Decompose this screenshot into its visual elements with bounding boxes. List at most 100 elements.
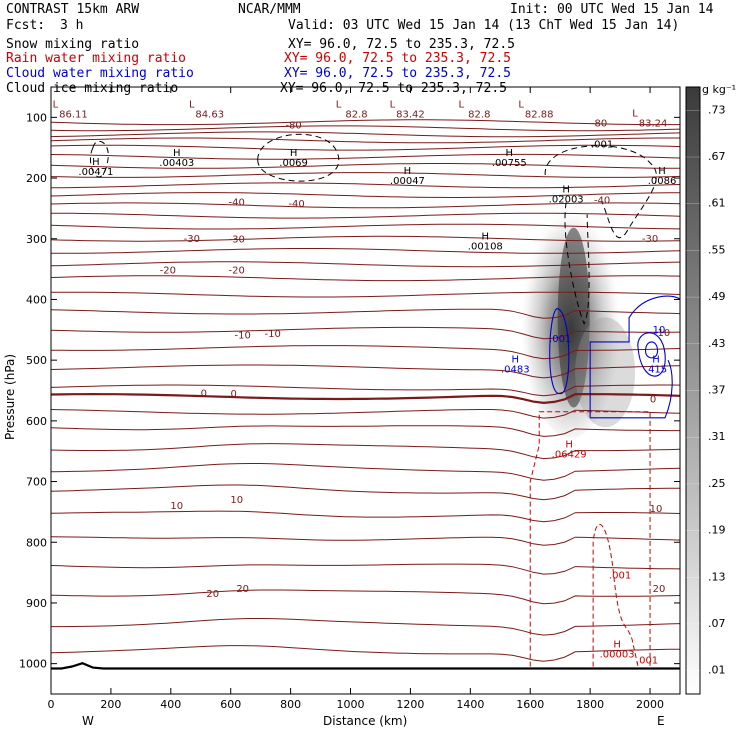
isotherm-line — [51, 119, 680, 126]
rain-max-label-marker: H — [565, 439, 573, 450]
temperature-low-label-marker: L — [632, 108, 638, 119]
cloud-water-max-label: .415 — [645, 364, 667, 375]
cloud-water-contour-label: .001 — [549, 334, 571, 345]
x-axis-label: Distance (km) — [323, 714, 407, 728]
rain-max-label: .00003 — [600, 650, 635, 661]
colorbar-level-label: .61 — [708, 197, 726, 210]
isotherm-line — [51, 536, 680, 546]
cloud-water-contour — [637, 332, 666, 377]
org-title: NCAR/MMM — [238, 2, 301, 17]
temperature-low-label-marker: L — [53, 99, 59, 110]
x-tick-label: 1600 — [516, 698, 544, 711]
isotherm-line — [51, 202, 680, 209]
isotherm-label: 10 — [230, 495, 243, 506]
colorbar-level-label: .25 — [708, 477, 726, 490]
field-cloudwater-xy: XY= 96.0, 72.5 to 235.3, 72.5 — [284, 66, 511, 81]
temperature-low-label: 83.24 — [639, 118, 668, 129]
isotherm-line — [51, 510, 680, 523]
x-tick-label: 400 — [160, 698, 181, 711]
colorbar-level-label: .43 — [708, 337, 726, 350]
ice-max-label-marker: H — [290, 148, 298, 159]
x-tick-label: 0 — [48, 698, 55, 711]
fcst-value: 3 h — [60, 18, 83, 33]
isotherm-line — [51, 645, 680, 662]
y-axis-label: Pressure (hPa) — [3, 354, 17, 440]
isotherm-line — [51, 144, 680, 151]
isotherm-label: -10 — [235, 330, 251, 341]
ice-max-label-marker: H — [482, 232, 490, 243]
colorbar: g kg⁻¹ .01 .07 .13 .19 .25 .31 .37 .43 .49 .55 .61… — [685, 83, 736, 695]
ice-max-label: .00108 — [468, 242, 503, 253]
isotherm-line — [51, 125, 680, 132]
field-ice-xy: XY= 96.0, 72.5 to 235.3, 72.5 — [280, 81, 507, 96]
x-tick-label: 2000 — [636, 698, 664, 711]
ice-max-label: .0086 — [648, 176, 677, 187]
isotherm-line — [51, 275, 680, 282]
isotherm-line — [51, 192, 680, 198]
ice-max-label-marker: H — [658, 166, 666, 177]
x-tick-label: 200 — [100, 698, 121, 711]
snow-plume-core — [557, 227, 590, 408]
temperature-isotherms — [51, 119, 680, 670]
y-tick-label: 1000 — [19, 658, 47, 671]
isotherm-label: -30 — [184, 234, 200, 245]
cloud-water-contour-label: 10 — [653, 325, 666, 336]
temperature-low-label: 82.8 — [468, 109, 490, 120]
cloud-water-max-label-marker: H — [652, 354, 660, 365]
x-tick-label: 1400 — [456, 698, 484, 711]
rain-contour-label: .001 — [609, 571, 631, 582]
isotherm-line — [51, 425, 680, 437]
isotherm-label: -10 — [654, 328, 670, 339]
y-tick-label: 800 — [26, 536, 47, 549]
ice-max-label: .00471 — [78, 167, 113, 178]
colorbar-level-label: .31 — [708, 430, 726, 443]
isotherm-label: 0 — [650, 395, 656, 406]
y-tick-label: 900 — [26, 597, 47, 610]
temperature-low-label: 86.11 — [59, 109, 88, 120]
isotherm-line — [51, 131, 680, 138]
init-time: Init: 00 UTC Wed 15 Jan 14 — [510, 2, 714, 17]
colorbar-level-label: .19 — [708, 524, 726, 537]
terrain-line — [51, 662, 680, 670]
cloud-water-contour — [645, 341, 659, 359]
colorbar-level-label: .55 — [708, 243, 726, 256]
temperature-low-label: 82.88 — [525, 109, 554, 120]
ice-max-label-marker: H — [92, 157, 100, 168]
y-tick-label: 700 — [26, 476, 47, 489]
cloud-water-contour — [589, 295, 680, 418]
colorbar-level-label: .13 — [708, 570, 726, 583]
ice-contour-label: .001 — [591, 140, 613, 151]
isotherm-label: 10 — [170, 501, 183, 512]
axes: 0 200 400 600 800 1000 1200 1400 1600 1800 2000100… — [19, 87, 680, 711]
east-label: E — [657, 714, 665, 728]
valid-time: Valid: 03 UTC Wed 15 Jan 14 (13 ChT Wed … — [288, 18, 679, 33]
ice-max-label: .0069 — [279, 158, 308, 169]
isotherm-line — [51, 153, 680, 160]
rain-contour — [529, 411, 651, 667]
temperature-low-label-marker: L — [189, 99, 195, 110]
field-snow-xy: XY= 96.0, 72.5 to 235.3, 72.5 — [288, 37, 515, 52]
contour-labels: -80 -80 -40 -40 -40 -30 -30 -30 -20 -20 -10 -10 -10 0… — [53, 99, 677, 666]
isotherm-line — [51, 443, 680, 460]
rain-water-contours — [529, 411, 651, 667]
x-tick-label: 1800 — [576, 698, 604, 711]
temperature-low-label: 84.63 — [195, 109, 224, 120]
isotherm-line — [51, 484, 680, 501]
isotherm-label: -80 — [591, 118, 607, 129]
y-tick-label: 300 — [26, 233, 47, 246]
x-tick-label: 1200 — [396, 698, 424, 711]
colorbar-level-label: .37 — [708, 384, 726, 397]
isotherm-label: -20 — [229, 265, 245, 276]
isotherm-label: 0 — [201, 389, 207, 400]
temperature-low-label-marker: L — [518, 99, 524, 110]
isotherm-line — [51, 163, 680, 169]
isotherm-label: -30 — [229, 234, 245, 245]
isotherm-line — [51, 212, 680, 219]
y-tick-label: 100 — [26, 111, 47, 124]
field-rain-xy: XY= 96.0, 72.5 to 235.3, 72.5 — [284, 51, 511, 66]
rain-max-label: .06429 — [552, 449, 587, 460]
colorbar-level-label: .01 — [708, 664, 726, 677]
temperature-low-label-marker: L — [459, 99, 465, 110]
isotherm-line — [51, 235, 680, 242]
